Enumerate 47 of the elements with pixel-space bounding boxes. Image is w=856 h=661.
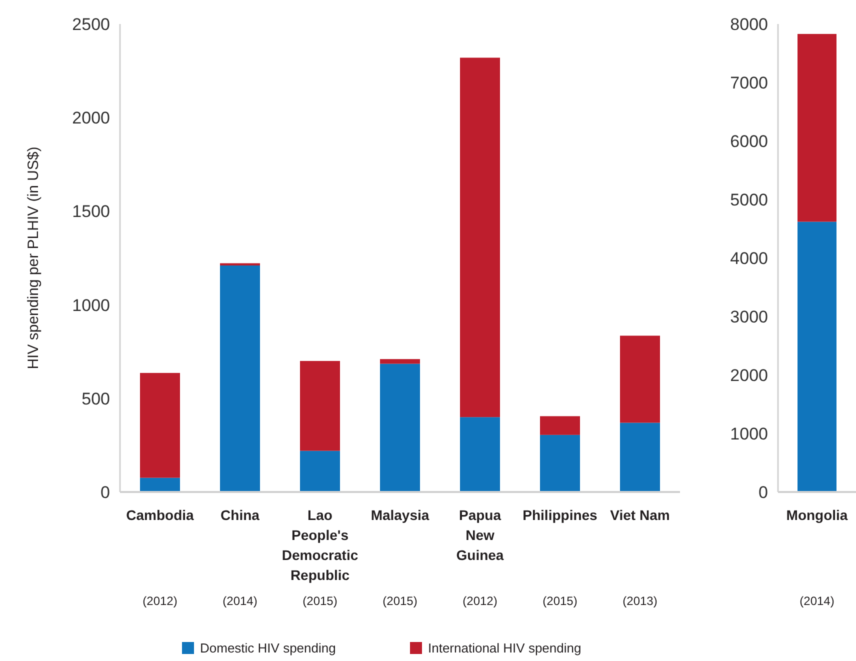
bar [540, 434, 580, 492]
x-tick-label: China [220, 507, 260, 523]
bar [220, 265, 260, 492]
y-tick-label: 5000 [730, 190, 768, 210]
bar [140, 372, 180, 478]
x-tick-label: Mongolia [786, 507, 848, 523]
bar [620, 336, 660, 423]
y-tick-label: 0 [100, 482, 110, 502]
text: (2014) [800, 594, 834, 608]
y-tick-label: 2000 [72, 108, 110, 128]
bar [300, 450, 340, 492]
x-tick-label: Malaysia [370, 507, 430, 523]
x-tick-label: Lao People's Democratic Republic [282, 507, 358, 583]
y-tick-label: 8000 [730, 14, 768, 34]
bar [300, 360, 340, 451]
bar [380, 359, 420, 364]
text: (2015) [542, 594, 578, 608]
y-tick-label: 6000 [730, 132, 768, 151]
legend-label: Domestic HIV spending [200, 640, 336, 656]
x-tick-label: Papua New Guinea [456, 507, 504, 563]
text: (2014) [222, 594, 258, 608]
text: (2012) [142, 594, 178, 608]
x-tick-label: Philippines [522, 507, 598, 523]
legend-label: International HIV spending [428, 640, 582, 656]
y-tick-label: 1000 [730, 424, 768, 444]
bar [540, 416, 580, 435]
y-tick-label: 500 [82, 389, 110, 408]
y-tick-label: 3000 [730, 307, 768, 326]
y-tick-label: 4000 [730, 248, 768, 268]
y-tick-label: 1500 [72, 202, 110, 222]
bar [380, 364, 420, 492]
y-tick-label: 1000 [72, 296, 110, 315]
text: (2013) [622, 594, 658, 608]
y-tick-label: 0 [758, 482, 768, 502]
y-tick-label: 2000 [730, 366, 768, 385]
text: (2015) [302, 594, 338, 608]
bar [620, 422, 660, 492]
y-tick-label: 2500 [72, 14, 110, 34]
x-tick-label: Cambodia [126, 507, 194, 523]
x-tick-label: Viet Nam [610, 507, 670, 523]
text: (2015) [382, 594, 418, 608]
bar [460, 58, 500, 418]
text: (2012) [462, 594, 498, 608]
bar [140, 478, 180, 492]
bar [460, 417, 500, 492]
y-tick-label: 7000 [730, 73, 768, 92]
y-axis-title: HIV spending per PLHIV (in US$) [25, 146, 42, 370]
